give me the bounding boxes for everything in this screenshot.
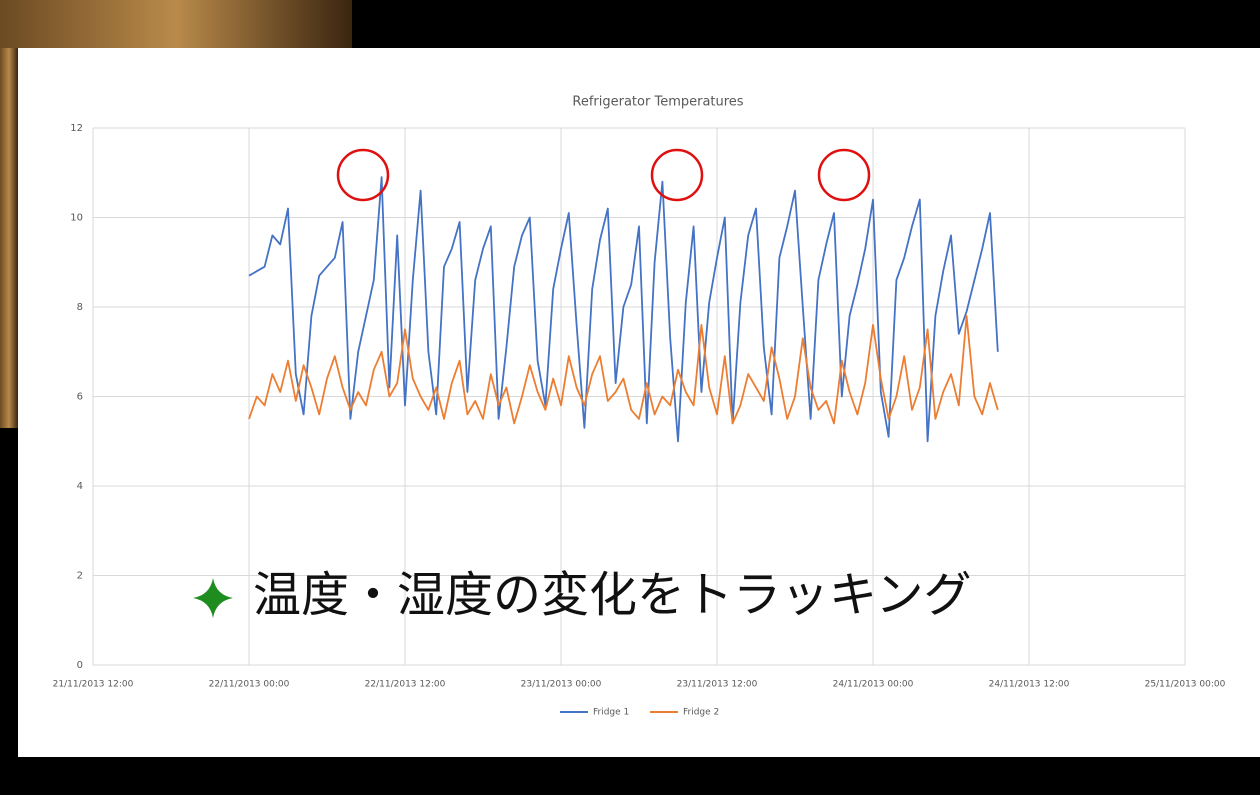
x-tick-label: 24/11/2013 12:00	[989, 680, 1070, 690]
highlight-circle	[817, 148, 871, 202]
highlight-circle	[336, 148, 390, 202]
y-tick-label: 8	[77, 302, 83, 313]
x-tick-label: 23/11/2013 12:00	[677, 680, 758, 690]
star-icon	[193, 578, 233, 618]
photo-strip	[0, 48, 18, 428]
x-tick-label: 22/11/2013 12:00	[365, 680, 446, 690]
y-tick-label: 2	[77, 571, 83, 582]
legend-label: Fridge 1	[593, 708, 629, 718]
x-tick-label: 22/11/2013 00:00	[209, 680, 290, 690]
data-line	[248, 315, 999, 425]
highlight-circle	[650, 148, 704, 202]
y-tick-label: 10	[70, 213, 83, 224]
x-tick-label: 24/11/2013 00:00	[833, 680, 914, 690]
x-tick-label: 25/11/2013 00:00	[1145, 680, 1226, 690]
caption: 温度・湿度の変化をトラッキング	[253, 567, 972, 623]
y-tick-label: 4	[77, 481, 83, 492]
data-line	[248, 176, 999, 443]
y-tick-label: 12	[70, 123, 83, 134]
photo-corner	[0, 0, 352, 48]
chart-background	[18, 48, 1260, 757]
chart-title: Refrigerator Temperatures	[572, 95, 743, 110]
legend-label: Fridge 2	[683, 708, 719, 718]
x-tick-label: 23/11/2013 00:00	[521, 680, 602, 690]
y-tick-label: 0	[77, 660, 83, 671]
x-tick-label: 21/11/2013 12:00	[53, 680, 134, 690]
y-tick-label: 6	[77, 392, 83, 403]
